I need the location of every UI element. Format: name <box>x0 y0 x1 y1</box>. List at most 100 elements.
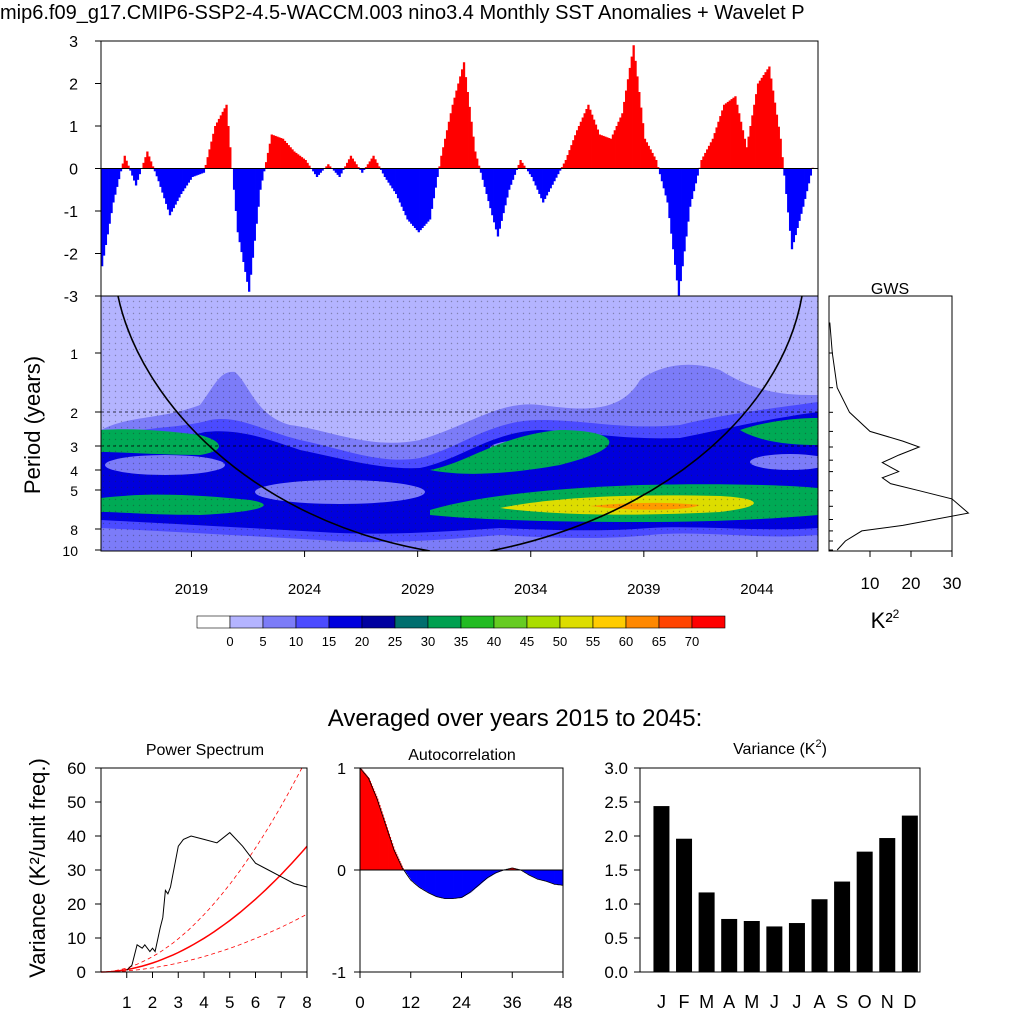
ac-fill-strip <box>394 851 397 870</box>
sst-anomaly-bar <box>338 168 341 177</box>
sst-anomaly-bar <box>334 168 338 173</box>
variance-y-tick-label: 2.0 <box>604 827 628 846</box>
sst-anomaly-bar <box>477 165 481 169</box>
sst-anomaly-bar <box>619 117 622 169</box>
sst-anomaly-bar <box>242 168 245 262</box>
sst-anomaly-bar <box>114 168 117 195</box>
sst-anomaly-bar <box>768 66 771 169</box>
variance-bar <box>676 838 693 972</box>
sst-anomaly-bar <box>104 168 108 245</box>
sst-anomaly-bar <box>702 156 705 169</box>
ac-fill-strip <box>399 861 401 870</box>
ac-fill-strip <box>534 870 536 878</box>
ac-fill-strip <box>412 870 415 882</box>
sst-anomaly-bar <box>511 168 515 180</box>
sst-anomaly-bar <box>393 168 396 192</box>
ac-y-tick-label: -1 <box>332 965 346 982</box>
ac-fill-strip <box>365 774 367 870</box>
sst-anomaly-bar <box>615 126 618 169</box>
sst-anomaly-bar <box>346 162 349 169</box>
sst-anomaly-bar <box>168 168 172 216</box>
ac-fill-strip <box>421 870 423 889</box>
sst-anomaly-bar <box>632 45 635 169</box>
sst-anomaly-bar <box>212 133 215 169</box>
ac-fill-strip <box>416 870 418 885</box>
colorbar-segment <box>658 615 693 629</box>
sst-anomaly-bar <box>479 168 483 173</box>
sst-anomaly-bar <box>138 168 141 175</box>
variance-x-tick-label: A <box>723 992 735 1012</box>
ac-fill-strip <box>436 870 438 897</box>
sst-anomaly-bar <box>613 130 616 169</box>
ps-x-tick-label: 3 <box>174 993 183 1012</box>
sst-anomaly-bar <box>155 168 158 177</box>
sst-anomaly-bar <box>483 168 486 187</box>
sst-anomaly-bar <box>542 168 545 203</box>
sst-anomaly-bar <box>643 138 647 169</box>
ac-fill-strip <box>485 870 488 880</box>
sst-anomaly-bar <box>344 166 347 169</box>
ac-fill-strip <box>552 870 554 884</box>
ac-fill-strip <box>370 783 373 870</box>
sst-anomaly-bar <box>679 168 682 282</box>
ac-fill-strip <box>391 843 394 870</box>
ac-fill-strip <box>545 870 547 881</box>
ac-fill-strip <box>361 769 363 870</box>
sst-anomaly-bar <box>662 168 665 189</box>
sst-anomaly-bar <box>415 168 419 231</box>
sst-anomaly-bar <box>596 129 600 169</box>
ac-fill-strip <box>446 870 449 899</box>
ps-x-tick-label: 8 <box>302 993 311 1012</box>
sst-anomaly-bar <box>278 137 281 169</box>
sst-anomaly-bar <box>732 97 735 169</box>
sst-anomaly-bar <box>385 168 388 180</box>
sst-anomaly-bar <box>600 135 603 169</box>
colorbar: 0 5 10 15 20 25 30 35 40 45 50 55 60 65 70 <box>196 615 726 649</box>
sst-anomaly-fill <box>101 45 814 296</box>
sst-anomaly-bar <box>151 166 155 169</box>
ac-fill-strip <box>490 870 492 877</box>
sst-anomaly-bar <box>762 75 765 169</box>
ac-fill-strip <box>449 870 452 899</box>
ac-fill-strip <box>508 868 510 870</box>
sst-anomaly-bar <box>206 157 209 169</box>
sst-anomaly-bar <box>112 168 115 203</box>
ac-fill-strip <box>363 771 365 870</box>
colorbar-segment <box>229 615 264 629</box>
sst-anomaly-bar <box>670 168 673 234</box>
sst-anomaly-bar <box>298 155 302 169</box>
sst-anomaly-bar <box>785 168 788 194</box>
sst-anomaly-bar <box>251 168 255 258</box>
sst-anomaly-bar <box>315 168 319 177</box>
sst-anomaly-bar <box>325 166 328 169</box>
sst-anomaly-bar <box>374 159 377 169</box>
ac-fill-strip <box>422 870 424 890</box>
sst-anomaly-bar <box>755 94 758 169</box>
sst-anomaly-bar <box>289 147 292 169</box>
colorbar-segment <box>427 615 462 629</box>
ps-significance-upper <box>100 767 307 973</box>
ac-y-tick-label: 0 <box>337 863 346 880</box>
ps-y-tick-label: 10 <box>67 929 86 948</box>
ac-fill-strip <box>469 870 472 893</box>
colorbar-segment <box>394 615 429 629</box>
sst-anomaly-bar <box>197 168 200 175</box>
sst-anomaly-bar <box>146 151 149 169</box>
variance-bar <box>788 923 805 972</box>
ps-y-tick-label: 0 <box>77 963 86 982</box>
sst-anomaly-bar <box>807 168 811 184</box>
ac-fill-strip <box>549 870 551 883</box>
sst-anomaly-bar <box>736 104 739 169</box>
sst-anomaly-bar <box>709 142 713 169</box>
variance-bar <box>856 851 873 972</box>
sst-anomaly-bar <box>726 101 730 169</box>
sst-anomaly-bar <box>187 168 190 183</box>
sst-anomaly-bar <box>700 160 703 169</box>
ac-fill-strip <box>488 870 491 877</box>
sst-anomaly-bar <box>455 90 458 169</box>
sst-anomaly-bar <box>472 136 475 169</box>
ac-fill-strip <box>441 870 443 898</box>
ac-fill-strip <box>542 870 545 881</box>
ps-significance-lower <box>100 913 308 973</box>
sst-anomaly-bar <box>362 168 366 170</box>
